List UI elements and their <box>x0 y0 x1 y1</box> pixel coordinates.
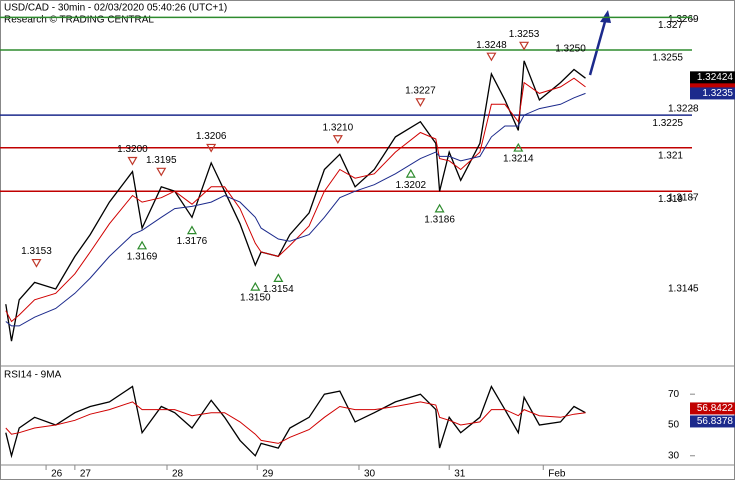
x-tick-label: 28 <box>172 469 184 480</box>
series-line <box>5 401 586 444</box>
trough-label: 1.3186 <box>424 215 455 226</box>
peak-marker <box>206 143 217 153</box>
trough-marker <box>513 142 524 152</box>
ma-tag <box>690 80 735 91</box>
y-tick-label: 1.3228 <box>668 103 699 114</box>
series-line <box>5 92 586 327</box>
peak-label: 1.3153 <box>21 246 52 257</box>
arrow-head <box>600 10 611 23</box>
y-tick-label: 50 <box>668 420 680 431</box>
series-line <box>5 60 586 342</box>
trough-marker <box>434 203 445 213</box>
y-tick-label: 30 <box>668 450 680 461</box>
trough-label: 1.3176 <box>177 236 208 247</box>
level-label: 1.3225 <box>652 118 683 129</box>
y-tick-label: 1.3269 <box>668 14 699 25</box>
chart-subtitle: Research © TRADING CENTRAL <box>4 15 154 26</box>
price-tag-label: 1.32424 <box>697 72 734 83</box>
x-tick-label: 29 <box>262 469 274 480</box>
forecast-arrow <box>588 17 608 76</box>
trough-marker <box>250 281 261 291</box>
level-label: 1.327 <box>658 20 683 31</box>
trough-marker <box>405 168 416 178</box>
peak-label: 1.3248 <box>476 40 507 51</box>
price-tag <box>690 402 735 415</box>
peak-marker <box>127 156 138 166</box>
price-tag <box>690 71 735 84</box>
x-tick-label: 31 <box>454 469 466 480</box>
peak-marker <box>332 135 343 144</box>
peak-marker <box>519 41 530 51</box>
x-tick-label: 27 <box>80 469 92 480</box>
chart-title: USD/CAD - 30min - 02/03/2020 05:40:26 (U… <box>4 3 227 14</box>
peak-marker <box>156 167 167 177</box>
series-line <box>5 384 586 459</box>
annotation: 1.3250 <box>555 43 586 54</box>
trough-label: 1.3150 <box>240 293 271 304</box>
price-tag-label: 56.8422 <box>697 403 734 414</box>
trough-marker <box>273 273 284 283</box>
peak-label: 1.3253 <box>509 29 540 40</box>
peak-label: 1.3227 <box>405 85 436 96</box>
peak-marker <box>31 258 42 268</box>
level-label: 1.3255 <box>652 53 683 64</box>
trough-label: 1.3154 <box>263 284 294 295</box>
x-tick-label: 26 <box>51 469 63 480</box>
peak-label: 1.3206 <box>196 131 227 142</box>
trough-marker <box>186 225 197 235</box>
price-tag-label: 56.8378 <box>697 416 734 427</box>
rsi-title: RSI14 - 9MA <box>4 370 62 381</box>
trough-label: 1.3214 <box>503 154 534 165</box>
x-tick-label: 30 <box>364 469 376 480</box>
trough-label: 1.3202 <box>396 180 427 191</box>
peak-label: 1.3195 <box>146 155 177 166</box>
price-tag-label: 1.3235 <box>702 88 733 99</box>
trough-label: 1.3169 <box>127 251 158 262</box>
peak-marker <box>415 98 426 108</box>
x-tick-label: Feb <box>548 469 566 480</box>
y-tick-label: 1.3187 <box>668 192 699 203</box>
level-label: 1.319 <box>658 194 683 205</box>
peak-label: 1.3210 <box>323 122 354 133</box>
trough-marker <box>137 240 148 250</box>
series-line <box>5 77 586 323</box>
y-tick-label: 1.3145 <box>668 284 699 295</box>
level-label: 1.321 <box>658 150 683 161</box>
peak-label: 1.3200 <box>117 144 148 155</box>
y-tick-label: 70 <box>668 389 680 400</box>
price-tag <box>690 87 735 100</box>
price-tag <box>690 415 735 428</box>
peak-marker <box>486 52 497 62</box>
